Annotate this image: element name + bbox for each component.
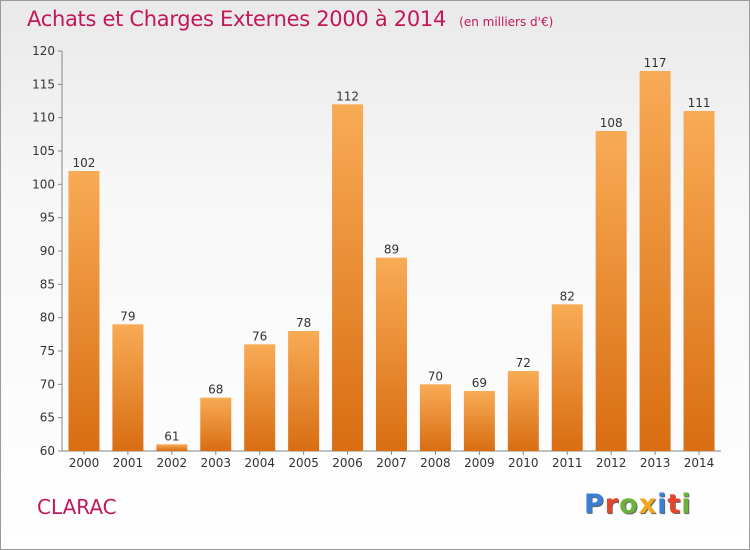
bars: 102 79 61 68 76 78 112 89 70 69 72 82 108 117 111 (68, 56, 715, 451)
logo-letter: r (604, 489, 620, 520)
y-tick-label: 105 (32, 144, 55, 158)
y-tick-label: 75 (40, 344, 55, 358)
chart-subtitle: (en milliers d'€) (459, 15, 554, 29)
bar-2010 (507, 371, 539, 451)
x-tick-label: 2010 (508, 456, 539, 470)
y-tick-label: 60 (40, 444, 55, 458)
x-tick-label: 2013 (640, 456, 671, 470)
bar-value-label: 72 (516, 356, 531, 370)
logo-letter: x (638, 489, 658, 520)
bar-2007 (376, 257, 407, 451)
x-tick-label: 2004 (244, 456, 275, 470)
bar-2011 (551, 304, 583, 451)
logo-letter: o (619, 489, 639, 520)
y-tick-label: 95 (40, 211, 55, 225)
x-tick-label: 2009 (464, 456, 495, 470)
bar-value-label: 108 (600, 116, 623, 130)
bar-value-label: 70 (428, 369, 443, 383)
bar-2012 (595, 131, 627, 451)
axes: 60 65 70 75 80 85 90 95 100 105 110 115 120 2000 2001 2… (32, 44, 721, 470)
bar-value-label: 79 (120, 309, 135, 323)
y-tick-label: 110 (32, 111, 55, 125)
bar-2005 (288, 331, 320, 451)
logo-letter: t (667, 489, 682, 520)
y-tick-label: 115 (32, 77, 55, 91)
chart-title: Achats et Charges Externes 2000 à 2014 (27, 7, 447, 31)
x-tick-label: 2011 (552, 456, 583, 470)
bar-value-label: 76 (252, 329, 267, 343)
y-tick-label: 70 (40, 377, 55, 391)
bar-2013 (639, 71, 671, 451)
bar-2003 (200, 397, 232, 451)
bar-value-label: 117 (644, 56, 667, 70)
x-tick-label: 2014 (684, 456, 715, 470)
x-tick-label: 2001 (113, 456, 144, 470)
y-tick-label: 80 (40, 311, 55, 325)
bar-2006 (332, 104, 364, 451)
bar-value-label: 111 (688, 96, 711, 110)
x-tick-label: 2007 (376, 456, 407, 470)
y-tick-label: 120 (32, 44, 55, 58)
bar-value-label: 102 (73, 156, 96, 170)
x-tick-label: 2006 (332, 456, 363, 470)
bar-2008 (419, 384, 451, 451)
bar-value-label: 68 (208, 383, 223, 397)
y-tick-label: 100 (32, 177, 55, 191)
bar-value-label: 78 (296, 316, 311, 330)
bar-2014 (683, 111, 715, 451)
bar-2002 (156, 444, 188, 451)
logo-letter: P (584, 489, 605, 520)
bar-value-label: 89 (384, 243, 399, 257)
proxiti-logo: Proxiti (584, 489, 692, 520)
x-tick-label: 2005 (288, 456, 319, 470)
y-tick-label: 65 (40, 411, 55, 425)
bar-value-label: 69 (472, 376, 487, 390)
x-tick-label: 2000 (69, 456, 100, 470)
x-tick-label: 2012 (596, 456, 627, 470)
bar-value-label: 112 (336, 89, 359, 103)
bar-2000 (68, 171, 100, 451)
bar-2004 (244, 344, 276, 451)
y-tick-label: 85 (40, 277, 55, 291)
bar-value-label: 82 (560, 289, 575, 303)
bar-value-label: 61 (164, 429, 179, 443)
bar-2001 (112, 324, 144, 451)
logo-letter: i (681, 489, 692, 520)
bar-2009 (463, 391, 495, 451)
title-block: Achats et Charges Externes 2000 à 2014 (… (27, 7, 553, 31)
x-tick-label: 2002 (157, 456, 188, 470)
x-tick-label: 2003 (200, 456, 231, 470)
logo-letter: i (657, 489, 668, 520)
x-tick-label: 2008 (420, 456, 451, 470)
city-name: CLARAC (37, 495, 117, 519)
y-tick-label: 90 (40, 244, 55, 258)
